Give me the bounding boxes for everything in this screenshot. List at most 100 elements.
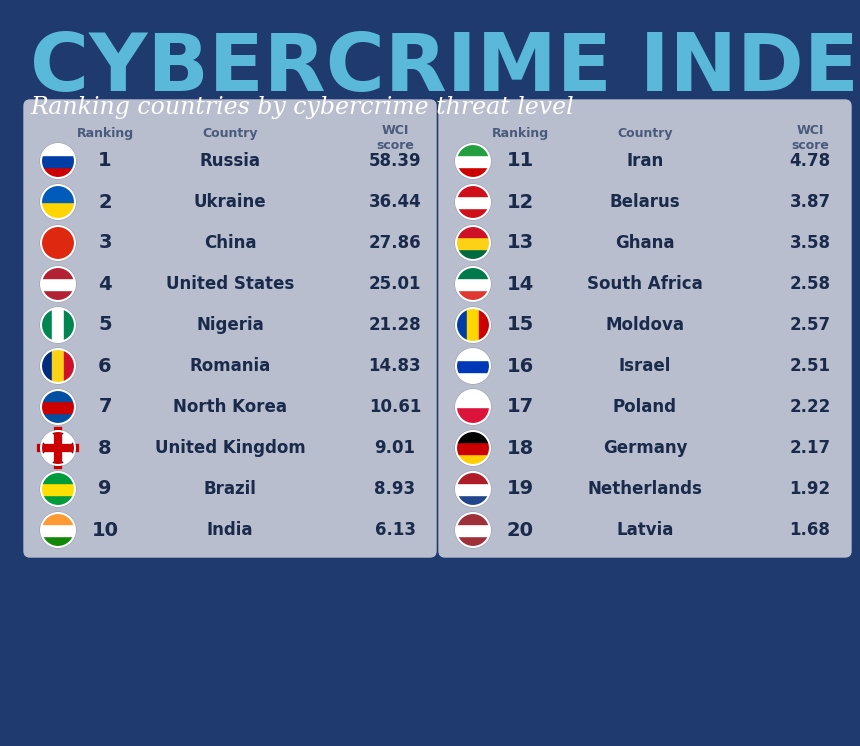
Text: Ranking countries by cybercrime threat level: Ranking countries by cybercrime threat l…	[30, 96, 574, 119]
Text: North Korea: North Korea	[173, 398, 287, 416]
Text: Poland: Poland	[613, 398, 677, 416]
Text: WCI
score: WCI score	[376, 124, 414, 152]
Bar	[456, 494, 490, 506]
Bar	[456, 308, 468, 342]
Text: Latvia: Latvia	[617, 521, 673, 539]
Text: South Africa: South Africa	[587, 275, 703, 293]
Text: 11: 11	[507, 151, 533, 171]
Text: 10.61: 10.61	[369, 398, 421, 416]
Text: 25.01: 25.01	[369, 275, 421, 293]
Bar	[456, 207, 490, 219]
Text: 21.28: 21.28	[369, 316, 421, 334]
Text: 8.93: 8.93	[374, 480, 415, 498]
Bar	[456, 524, 490, 536]
Text: India: India	[206, 521, 253, 539]
Text: Nigeria: Nigeria	[196, 316, 264, 334]
Text: 2.22: 2.22	[789, 398, 831, 416]
Bar	[456, 166, 490, 178]
Text: China: China	[204, 234, 256, 252]
Bar	[41, 483, 75, 495]
Bar	[456, 513, 490, 524]
Text: 12: 12	[507, 192, 533, 212]
Text: Germany: Germany	[603, 439, 687, 457]
Text: Netherlands: Netherlands	[587, 480, 703, 498]
Text: 8: 8	[98, 439, 112, 457]
Text: 1.92: 1.92	[789, 480, 831, 498]
Text: WCI
score: WCI score	[791, 124, 829, 152]
Bar	[41, 278, 75, 289]
FancyBboxPatch shape	[439, 100, 851, 557]
Text: Ranking: Ranking	[491, 128, 549, 140]
Bar	[41, 494, 75, 506]
Text: 58.39: 58.39	[369, 152, 421, 170]
Text: 16: 16	[507, 357, 533, 375]
Bar	[456, 184, 490, 196]
Bar	[41, 289, 75, 301]
Text: 9: 9	[98, 480, 112, 498]
Bar	[456, 372, 490, 383]
FancyBboxPatch shape	[24, 100, 436, 557]
Bar	[41, 413, 75, 424]
Bar	[456, 430, 490, 442]
Text: Country: Country	[202, 128, 258, 140]
Bar	[41, 401, 75, 413]
Bar	[456, 236, 490, 248]
Text: United Kingdom: United Kingdom	[155, 439, 305, 457]
Bar	[456, 143, 490, 155]
Bar	[41, 389, 75, 401]
Text: 4: 4	[98, 275, 112, 293]
Bar	[41, 308, 52, 342]
Text: 17: 17	[507, 398, 533, 416]
Text: 2.57: 2.57	[789, 316, 831, 334]
Bar	[41, 471, 75, 483]
Bar	[41, 266, 75, 278]
Text: 3.87: 3.87	[789, 193, 831, 211]
Text: 5: 5	[98, 316, 112, 334]
Text: 1: 1	[98, 151, 112, 171]
Text: 14: 14	[507, 275, 533, 293]
Text: 2.17: 2.17	[789, 439, 831, 457]
Circle shape	[41, 431, 75, 465]
Bar	[456, 453, 490, 465]
Bar	[64, 308, 76, 342]
Text: 18: 18	[507, 439, 533, 457]
Bar	[456, 483, 490, 495]
Text: Ukraine: Ukraine	[194, 193, 267, 211]
Text: Country: Country	[617, 128, 673, 140]
Bar	[456, 196, 490, 207]
Text: 2: 2	[98, 192, 112, 212]
Bar	[456, 348, 490, 360]
Bar	[52, 349, 64, 383]
Text: 10: 10	[91, 521, 119, 539]
Bar	[41, 535, 75, 547]
Text: United States: United States	[166, 275, 294, 293]
Bar	[456, 266, 490, 278]
Bar	[41, 184, 75, 202]
Bar	[456, 278, 490, 289]
Bar	[41, 155, 75, 166]
Text: Moldova: Moldova	[605, 316, 685, 334]
Bar	[467, 308, 479, 342]
Text: 2.58: 2.58	[789, 275, 831, 293]
Text: 19: 19	[507, 480, 533, 498]
Bar	[456, 155, 490, 166]
Text: CYBERCRIME INDEX: CYBERCRIME INDEX	[30, 30, 860, 108]
Text: 7: 7	[98, 398, 112, 416]
Text: 14.83: 14.83	[369, 357, 421, 375]
Bar	[456, 360, 490, 372]
Text: 4.78: 4.78	[789, 152, 831, 170]
Bar	[41, 524, 75, 536]
Bar	[41, 201, 75, 219]
Bar	[41, 166, 75, 178]
Bar	[41, 513, 75, 524]
Bar	[479, 308, 490, 342]
Text: Iran: Iran	[626, 152, 664, 170]
Bar	[456, 389, 490, 407]
Bar	[456, 248, 490, 260]
Bar	[41, 143, 75, 155]
Text: 27.86: 27.86	[369, 234, 421, 252]
Text: Ranking: Ranking	[77, 128, 133, 140]
Bar	[456, 471, 490, 483]
Text: 13: 13	[507, 233, 533, 252]
Text: 3: 3	[98, 233, 112, 252]
